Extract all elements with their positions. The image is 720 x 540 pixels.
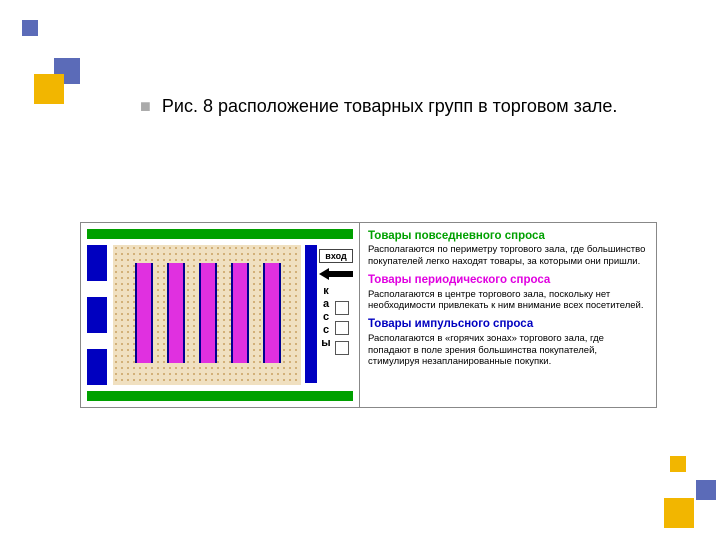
center-shelf xyxy=(263,263,281,363)
decor-square xyxy=(696,480,716,500)
decor-square xyxy=(670,456,686,472)
legend-body: Располагаются в центре торгового зала, п… xyxy=(368,289,648,313)
cash-register-icon xyxy=(335,321,349,335)
entrance-arrow-icon xyxy=(319,267,353,281)
cash-register-icon xyxy=(335,301,349,315)
perimeter-block xyxy=(305,245,317,383)
caption-text: Рис. 8 расположение товарных групп в тор… xyxy=(162,96,618,116)
store-layout-diagram: вход к а с с ы xyxy=(80,222,360,408)
legend-head: Товары периодического спроса xyxy=(368,273,648,287)
legend-body: Располагаются в «горячих зонах» торговог… xyxy=(368,333,648,369)
legend: Товары повседневного спроса Располагаютс… xyxy=(360,222,657,408)
bullet-icon: ■ xyxy=(140,96,151,116)
perimeter-block xyxy=(87,245,107,281)
kassy-letter: к xyxy=(321,285,331,298)
entrance-label: вход xyxy=(319,249,353,263)
decor-square xyxy=(34,74,64,104)
perimeter-block xyxy=(87,349,107,385)
cash-register-icon xyxy=(335,341,349,355)
wall-bottom xyxy=(87,391,353,401)
legend-head: Товары повседневного спроса xyxy=(368,229,648,243)
kassy-letter: ы xyxy=(321,337,331,350)
legend-head: Товары импульсного спроса xyxy=(368,317,648,331)
decor-square xyxy=(664,498,694,528)
kassy-letter: с xyxy=(321,311,331,324)
wall-top xyxy=(87,229,353,239)
floor-area xyxy=(113,245,301,385)
kassy-letter: с xyxy=(321,324,331,337)
legend-body: Располагаются по периметру торгового зал… xyxy=(368,244,648,268)
decor-square xyxy=(22,20,38,36)
center-shelf xyxy=(167,263,185,363)
figure-caption: ■ Рис. 8 расположение товарных групп в т… xyxy=(140,96,617,117)
center-shelf xyxy=(199,263,217,363)
kassy-letter: а xyxy=(321,298,331,311)
center-shelf xyxy=(135,263,153,363)
figure-content: вход к а с с ы Товары повседневного спро… xyxy=(80,222,660,408)
perimeter-block xyxy=(87,297,107,333)
center-shelf xyxy=(231,263,249,363)
kassy-label: к а с с ы xyxy=(321,285,331,350)
